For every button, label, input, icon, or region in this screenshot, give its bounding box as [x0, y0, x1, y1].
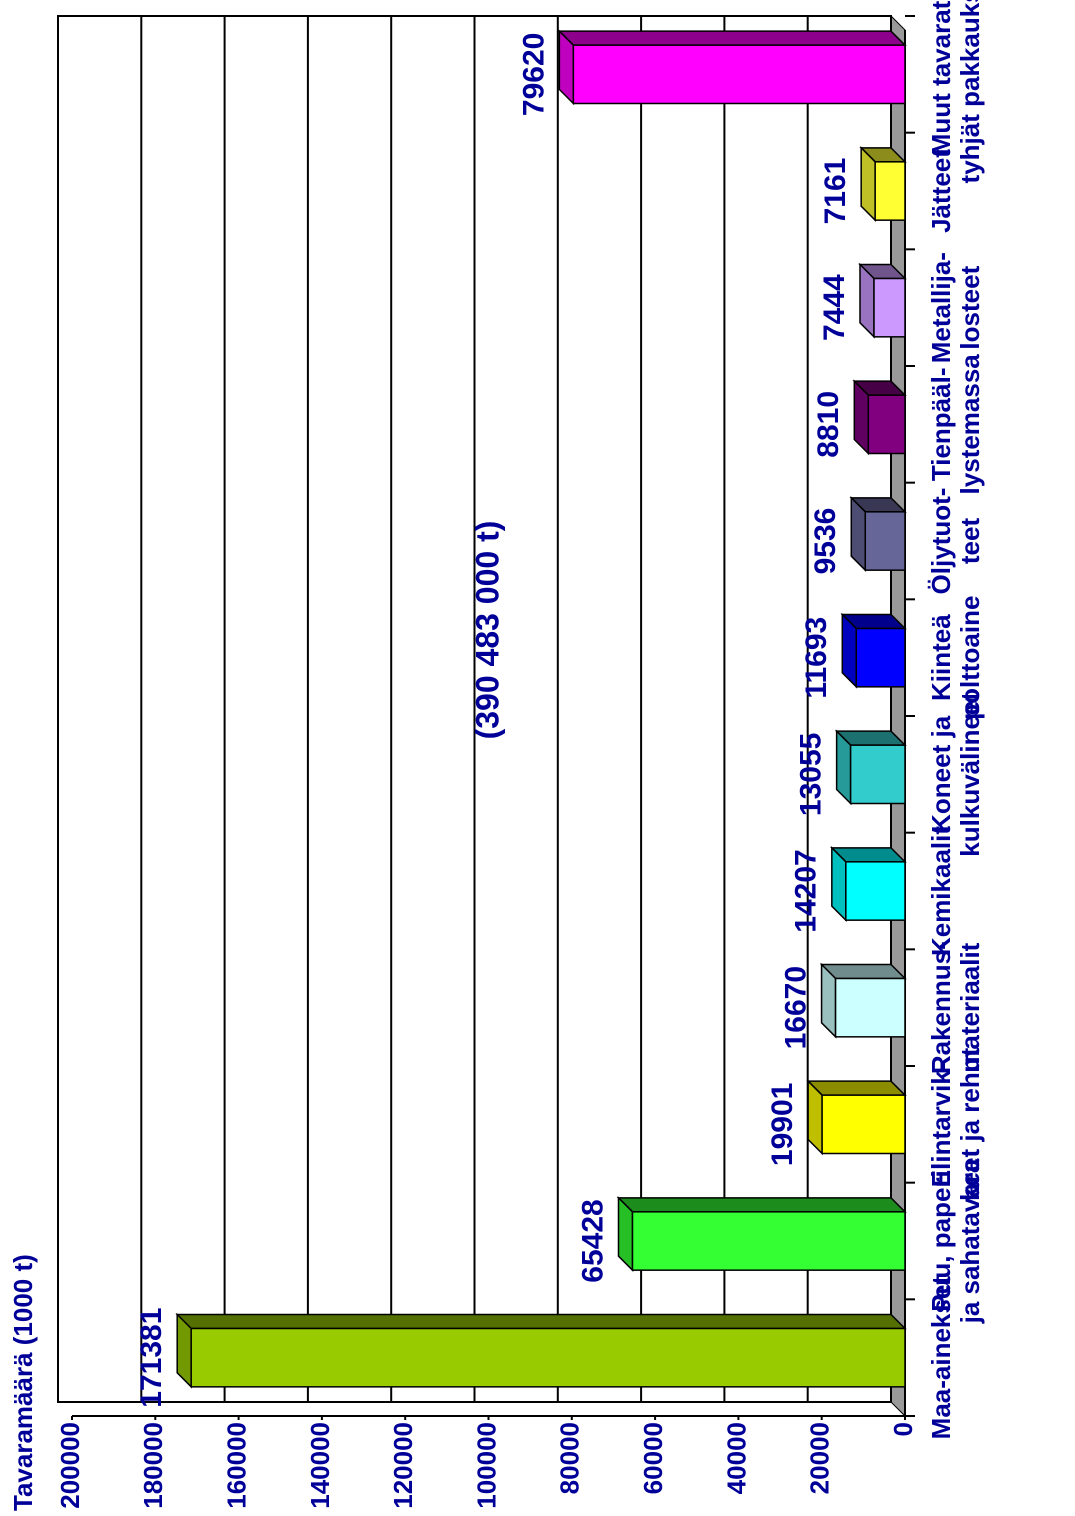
data-label: 7444: [818, 274, 851, 341]
bar-top: [841, 612, 858, 689]
bar-top: [176, 1312, 192, 1389]
bar: [873, 277, 906, 338]
bar: [867, 394, 906, 455]
data-label: 16670: [779, 966, 812, 1049]
data-label: 9536: [809, 508, 842, 575]
y-tick-label: 120000: [388, 1422, 418, 1509]
bar-side: [175, 1313, 907, 1330]
y-tick-label: 20000: [805, 1422, 835, 1494]
data-label: 19901: [766, 1083, 799, 1166]
x-tick-label: Tienpääl-lystemassa: [926, 354, 985, 495]
x-tick-label: Maa-ainekset: [926, 1276, 956, 1440]
bar-top: [860, 146, 876, 222]
chart-title: (390 483 000 t): [469, 521, 505, 740]
y-tick-label: 100000: [471, 1422, 501, 1509]
bar: [855, 627, 906, 688]
bar-top: [617, 1196, 634, 1272]
x-tick-label: Puu, paperija sahatavara: [926, 1158, 985, 1324]
y-tick-label: 40000: [721, 1422, 751, 1494]
bar: [845, 861, 906, 921]
x-tick-label: Jätteet: [926, 149, 956, 233]
x-tick-label: Metallija-losteet: [926, 252, 985, 363]
x-tick-label: Kemikaalit: [926, 826, 956, 956]
bar: [864, 511, 906, 571]
bar-side: [616, 1197, 907, 1213]
y-tick-label: 160000: [221, 1422, 251, 1509]
bar-top: [853, 379, 870, 456]
y-tick-label: 0: [888, 1422, 918, 1436]
data-label: 8810: [812, 391, 845, 458]
x-tick-label: Elintarvik-keet ja rehut: [926, 1047, 985, 1201]
x-tick-label: Muut tavarat,tyhjät pakkaukset: [926, 0, 985, 183]
bar: [572, 44, 906, 105]
x-tick-label: Öljytuot-teet: [926, 488, 985, 595]
bar-side: [806, 1080, 907, 1096]
bar-side: [557, 30, 907, 46]
data-label: 13055: [795, 733, 828, 816]
y-tick-label: 60000: [638, 1422, 668, 1494]
x-tick-label: Kiinteäpolttoaine: [926, 596, 985, 720]
data-label: 79620: [517, 33, 550, 116]
y-tick-label: 80000: [555, 1422, 585, 1494]
data-label: 65428: [576, 1199, 609, 1282]
rotated-plot: Tavaramäärä (1000 t) 0 20000 40000 60000 800…: [8, 0, 985, 1511]
data-label: 14207: [790, 849, 823, 932]
bar-top: [558, 29, 575, 106]
bar-top: [820, 962, 837, 1039]
y-tick-label: 200000: [55, 1422, 85, 1509]
bar: [849, 744, 906, 805]
bar-top: [850, 496, 867, 572]
bar: [834, 977, 906, 1038]
bar-top: [807, 1079, 823, 1156]
bar: [821, 1094, 906, 1155]
data-label: 11693: [800, 617, 833, 699]
y-axis-label: Tavaramäärä (1000 t): [8, 1254, 38, 1511]
bar-top: [835, 729, 852, 806]
bar: [631, 1211, 906, 1271]
y-tick-label: 140000: [305, 1422, 335, 1509]
data-label: 7161: [819, 158, 852, 225]
bar-top: [831, 846, 847, 922]
data-label: 171381: [135, 1308, 168, 1408]
bar-top: [859, 262, 875, 339]
bar: [190, 1327, 906, 1388]
y-tick-label: 180000: [138, 1422, 168, 1509]
x-tick-label: Rakennus-materiaalit: [926, 941, 985, 1074]
x-tick-label: Koneet jakulkuvälineet: [926, 692, 985, 857]
bar: [874, 161, 906, 221]
